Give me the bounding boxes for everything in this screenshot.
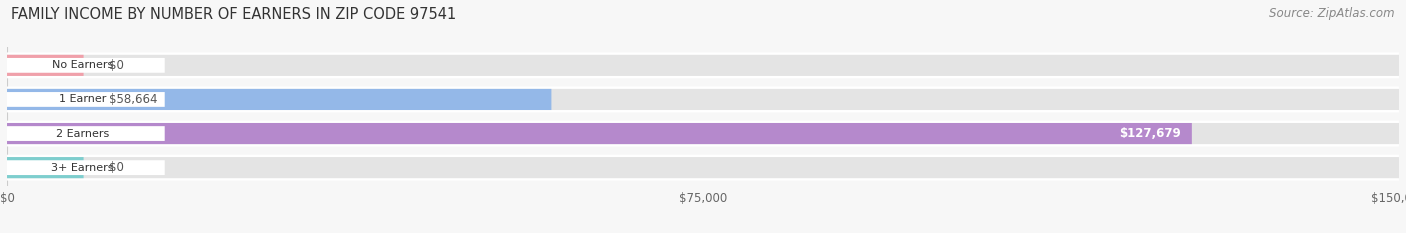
FancyBboxPatch shape <box>7 155 1399 181</box>
Text: 3+ Earners: 3+ Earners <box>52 163 114 173</box>
Text: $127,679: $127,679 <box>1119 127 1181 140</box>
Text: 1 Earner: 1 Earner <box>59 94 107 104</box>
Text: $0: $0 <box>108 59 124 72</box>
FancyBboxPatch shape <box>7 121 1399 147</box>
FancyBboxPatch shape <box>7 123 1399 144</box>
Text: $58,664: $58,664 <box>108 93 157 106</box>
FancyBboxPatch shape <box>7 123 1192 144</box>
FancyBboxPatch shape <box>0 160 165 175</box>
FancyBboxPatch shape <box>0 58 165 73</box>
FancyBboxPatch shape <box>7 157 1399 178</box>
FancyBboxPatch shape <box>7 55 1399 76</box>
Text: $0: $0 <box>108 161 124 174</box>
Text: Source: ZipAtlas.com: Source: ZipAtlas.com <box>1270 7 1395 20</box>
FancyBboxPatch shape <box>7 157 83 178</box>
FancyBboxPatch shape <box>7 52 1399 78</box>
FancyBboxPatch shape <box>7 55 83 76</box>
FancyBboxPatch shape <box>7 89 551 110</box>
Text: FAMILY INCOME BY NUMBER OF EARNERS IN ZIP CODE 97541: FAMILY INCOME BY NUMBER OF EARNERS IN ZI… <box>11 7 457 22</box>
Text: 2 Earners: 2 Earners <box>56 129 110 139</box>
Text: No Earners: No Earners <box>52 60 114 70</box>
FancyBboxPatch shape <box>0 126 165 141</box>
FancyBboxPatch shape <box>7 86 1399 112</box>
FancyBboxPatch shape <box>7 89 1399 110</box>
FancyBboxPatch shape <box>0 92 165 107</box>
